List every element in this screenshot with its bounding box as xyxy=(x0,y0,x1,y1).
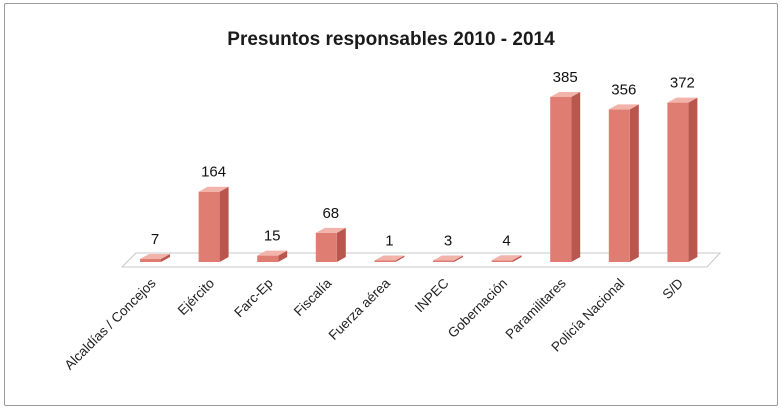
data-label: 4 xyxy=(502,232,510,249)
bar-6 xyxy=(433,255,463,262)
bar-top xyxy=(550,92,581,97)
bar-side xyxy=(278,250,288,262)
data-label: 68 xyxy=(322,205,339,222)
bar-front xyxy=(433,260,454,262)
data-label: 7 xyxy=(151,231,159,248)
bar-2 xyxy=(198,186,229,262)
data-label: 15 xyxy=(264,228,281,245)
bar-front xyxy=(198,191,220,262)
bar-front xyxy=(550,97,572,262)
category-label: Farc-Ep xyxy=(231,276,276,321)
bar-top xyxy=(374,255,405,261)
data-label: 3 xyxy=(444,233,452,250)
category-label: Fuerza aérea xyxy=(326,275,394,343)
bar-side xyxy=(571,92,581,262)
bar-5 xyxy=(374,255,405,262)
data-label: 356 xyxy=(611,81,636,98)
bar-1 xyxy=(140,254,170,262)
bar-side xyxy=(336,227,346,262)
bar-top xyxy=(608,104,639,110)
bar-3 xyxy=(257,250,288,262)
data-label: 372 xyxy=(670,75,695,92)
bar-top xyxy=(140,254,170,259)
category-label: Alcaldías / Concejos xyxy=(62,275,159,372)
category-label: INPEC xyxy=(412,275,452,315)
bar-front xyxy=(608,109,630,262)
bar-10 xyxy=(667,97,698,262)
bar-front xyxy=(667,102,689,262)
bar-8 xyxy=(550,92,581,262)
bar-front xyxy=(374,260,396,262)
category-label: Ejército xyxy=(175,276,217,318)
bar-top xyxy=(667,97,698,103)
bar-front xyxy=(257,255,279,262)
bar-front xyxy=(140,259,161,262)
bar-side xyxy=(219,186,229,262)
bar-side xyxy=(688,97,698,262)
bar-side xyxy=(454,255,463,262)
bar-side xyxy=(161,254,170,262)
bar-9 xyxy=(608,104,639,262)
bar-top xyxy=(257,250,288,256)
chart-title: Presuntos responsables 2010 - 2014 xyxy=(227,29,555,50)
category-label: Fiscalía xyxy=(291,275,335,319)
bar-front xyxy=(491,260,513,262)
data-label: 385 xyxy=(553,69,578,86)
bar-top xyxy=(491,255,522,261)
category-label: Paramilitares xyxy=(503,275,569,341)
data-label: 1 xyxy=(385,233,393,250)
category-label: S/D xyxy=(659,275,686,302)
bar-side xyxy=(512,255,522,262)
bar-top xyxy=(198,186,229,192)
data-label: 164 xyxy=(201,164,226,181)
bar-side xyxy=(629,104,639,262)
chart-frame xyxy=(4,3,778,406)
bar-7 xyxy=(491,255,522,262)
bar-front xyxy=(315,232,337,262)
bar-side xyxy=(395,255,405,262)
bar-top xyxy=(433,255,463,261)
category-label: Gobernación xyxy=(445,276,510,341)
bar-top xyxy=(315,227,346,233)
bar-4 xyxy=(315,227,346,262)
